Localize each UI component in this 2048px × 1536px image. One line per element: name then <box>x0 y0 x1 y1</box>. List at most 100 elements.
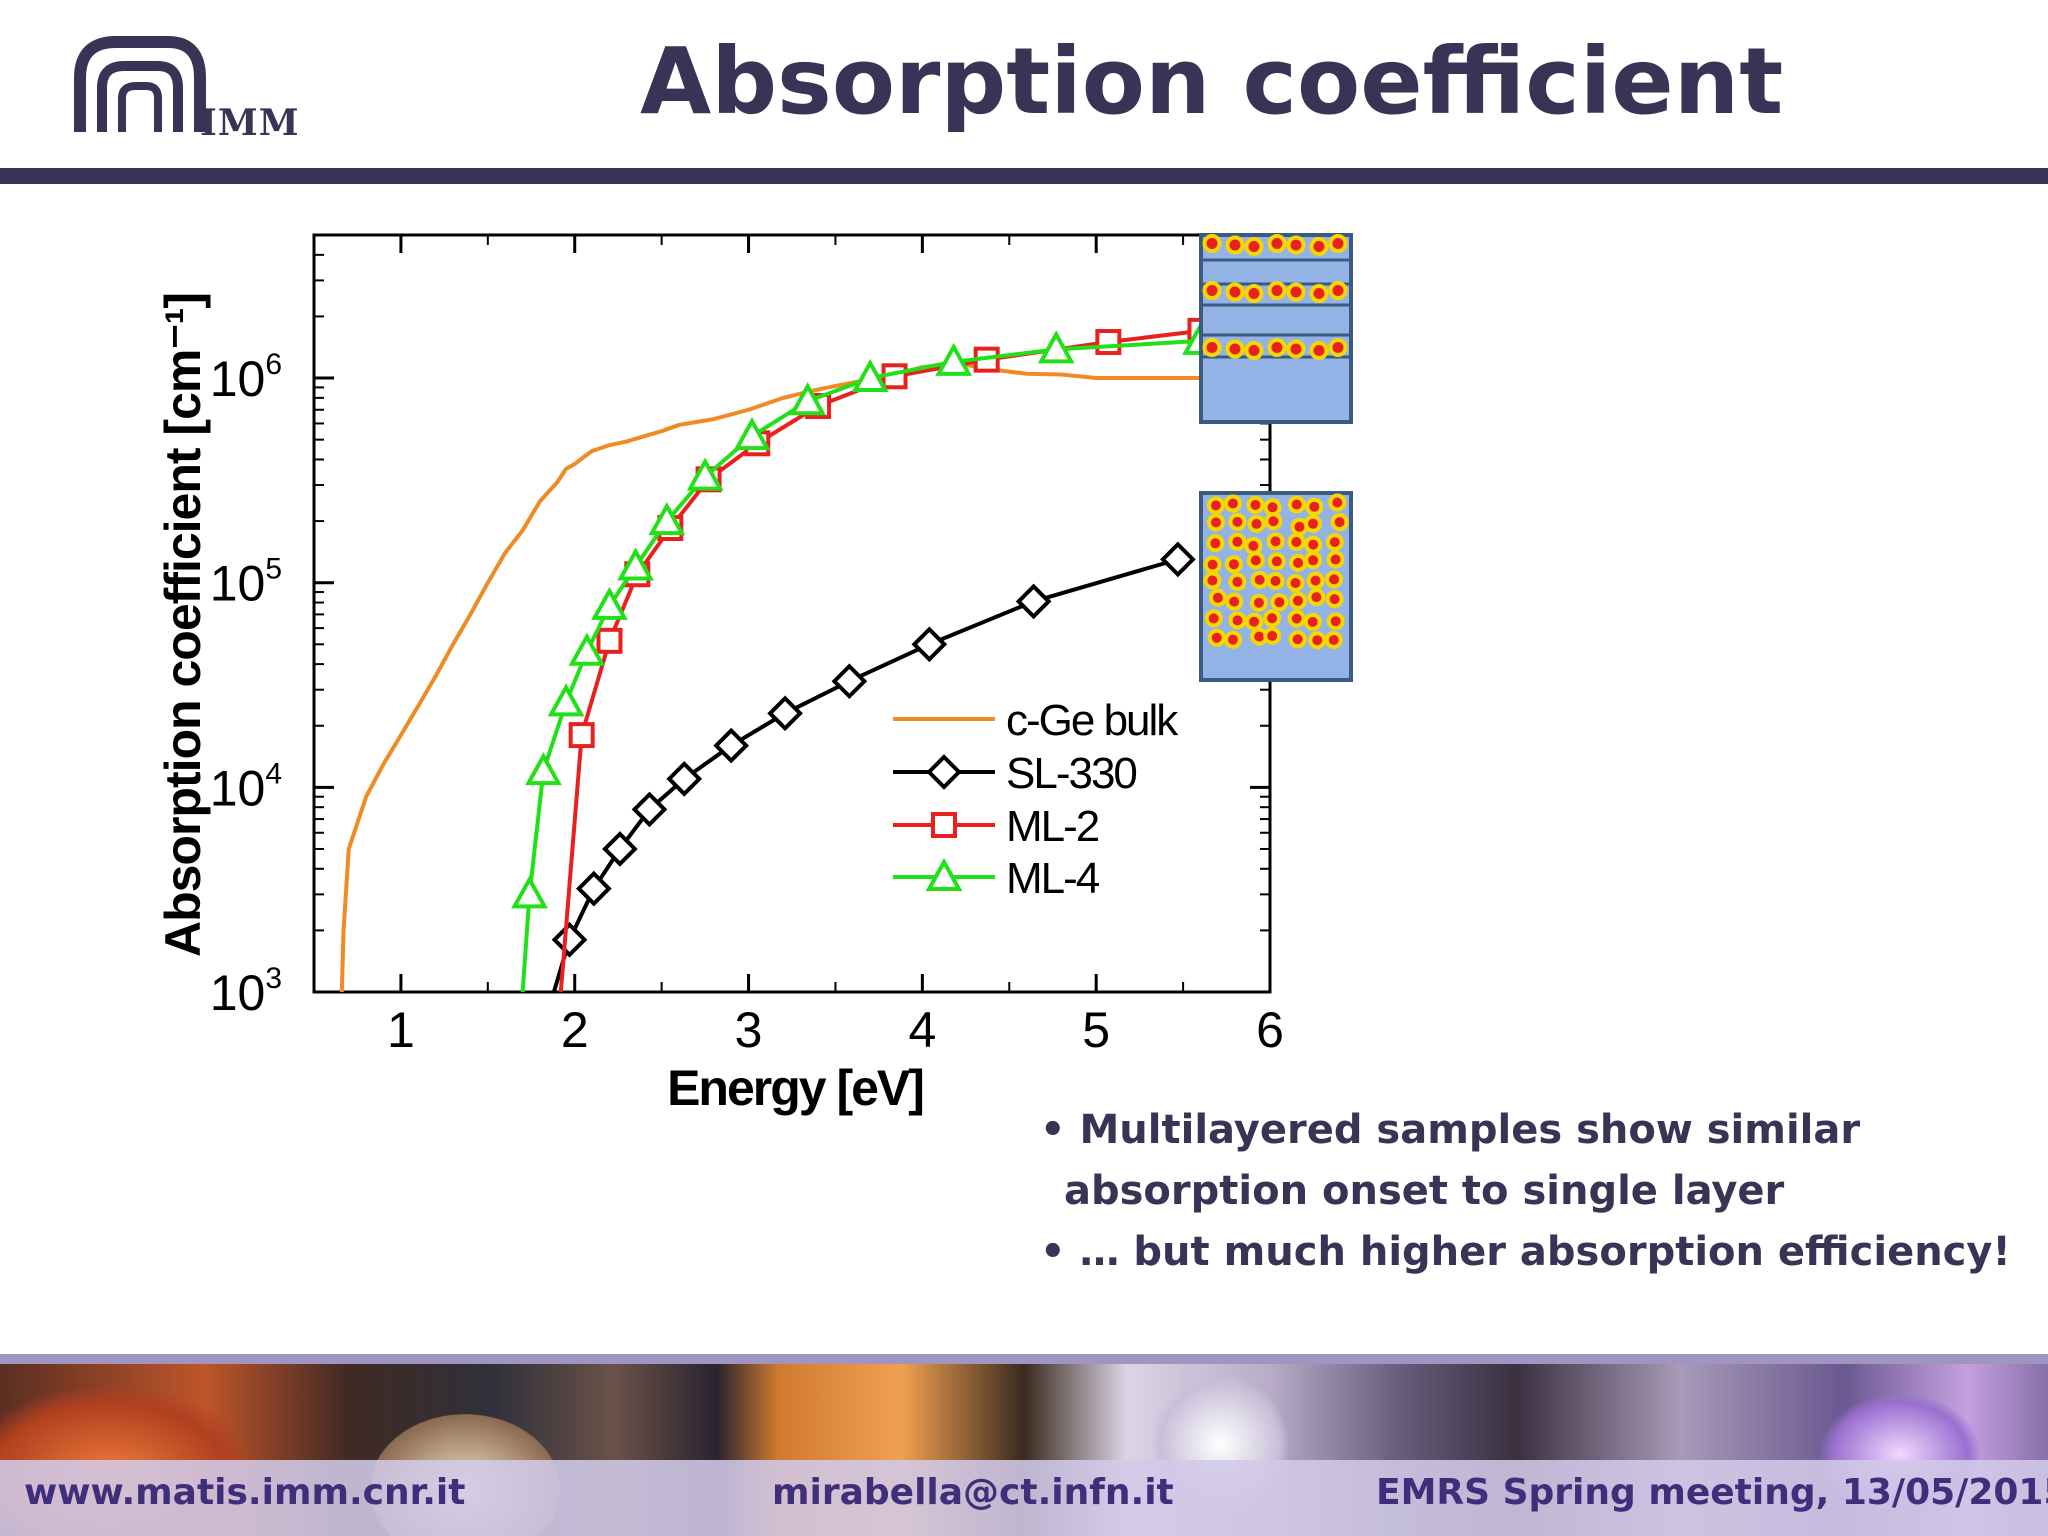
nanoparticle-dot <box>1225 339 1245 359</box>
nanoparticle-dot <box>1244 237 1264 256</box>
nanoparticle-dot <box>1244 536 1263 555</box>
page-title: Absorption coefficient <box>640 28 1784 135</box>
y-tick-exponent: 3 <box>265 962 282 995</box>
data-point-ml-2 <box>568 722 595 749</box>
nanoparticle-dot <box>1325 570 1344 589</box>
nanoparticle-dot <box>1224 555 1243 574</box>
nanoparticle-dot <box>1204 609 1223 628</box>
data-point-ml-2 <box>596 627 623 654</box>
nanoparticle-dot <box>1225 592 1244 611</box>
nanoparticle-dot <box>1306 571 1325 590</box>
bullet-item: • Multilayered samples show similar <box>1040 1107 1861 1153</box>
nanoparticle-dot <box>1326 612 1345 631</box>
legend-label: c-Ge bulk <box>1006 696 1179 745</box>
nanoparticle-dot <box>1267 234 1287 253</box>
multilayer-inset-box <box>1199 233 1353 424</box>
data-point-ml-4 <box>525 752 562 786</box>
series-layer <box>339 317 1219 993</box>
nanoparticle-dot <box>1325 590 1344 609</box>
y-tick-base: 10 <box>210 556 266 612</box>
data-point-ml-4 <box>648 501 686 536</box>
data-point-sl-330 <box>831 663 868 700</box>
nanoparticle-dot <box>1263 498 1282 517</box>
nanoparticle-dot <box>1308 631 1327 650</box>
x-tick-label: 3 <box>735 1002 763 1058</box>
y-tick-label: 106 <box>210 348 282 407</box>
plot-frame <box>312 233 1272 994</box>
data-point-ml-4 <box>547 683 585 717</box>
nanoparticle-dot <box>1228 611 1247 630</box>
footer-email-link[interactable]: mirabella@ct.infn.it <box>772 1472 1174 1513</box>
nanoparticle-dot <box>1244 341 1264 360</box>
nanoparticle-dot <box>1202 281 1222 300</box>
nanoparticle-dot <box>1304 514 1322 533</box>
nanoparticle-dot <box>1286 235 1306 255</box>
y-tick-base: 10 <box>210 351 266 407</box>
nanoparticle-dot <box>1289 591 1307 610</box>
data-point-sl-330 <box>631 791 668 828</box>
nanoparticle-dot <box>1247 514 1266 533</box>
y-tick-base: 10 <box>210 760 266 816</box>
logo-imm-text: IMM <box>200 102 300 144</box>
x-axis-label: Energy [eV] <box>667 1060 923 1116</box>
x-tick-label: 6 <box>1256 1002 1284 1058</box>
data-point-ml-4 <box>686 457 724 491</box>
nanoparticle-dot <box>1266 532 1285 551</box>
nanoparticle-dot <box>1267 281 1287 300</box>
legend-label: ML-4 <box>1006 854 1100 903</box>
nanoparticle-dot <box>1325 533 1344 552</box>
x-tick-label: 2 <box>561 1002 589 1058</box>
single-layer-dots <box>1203 493 1349 650</box>
x-tick-label: 4 <box>908 1002 936 1058</box>
single-layer-inset <box>1199 491 1353 682</box>
data-point-ml-4 <box>617 547 654 581</box>
data-point-sl-330 <box>576 870 612 907</box>
legend-marker <box>925 857 963 891</box>
nanoparticle-dot <box>1228 512 1247 531</box>
data-point-ml-2 <box>1095 329 1122 356</box>
nanoparticle-dot <box>1224 630 1242 649</box>
multilayer-dots <box>1202 234 1348 360</box>
nanoparticle-dot <box>1246 551 1265 570</box>
nanoparticle-dot <box>1289 553 1308 572</box>
nanoparticle-dot <box>1328 493 1347 512</box>
nanoparticle-dot <box>1288 630 1307 649</box>
nanoparticle-dot <box>1286 339 1306 359</box>
legend-label: SL-330 <box>1006 749 1136 798</box>
nanoparticle-dot <box>1207 628 1226 647</box>
nanoparticle-dot <box>1309 237 1329 256</box>
nanoparticle-dot <box>1203 555 1222 574</box>
nanoparticle-dot <box>1245 612 1264 631</box>
nanoparticle-dot <box>1244 284 1264 303</box>
data-point-ml-4 <box>789 382 827 416</box>
footer-website-link[interactable]: www.matis.imm.cnr.it <box>24 1472 466 1513</box>
data-point-ml-4 <box>851 358 889 393</box>
y-tick-label: 105 <box>210 553 282 612</box>
nanoparticle-dot <box>1249 593 1268 612</box>
data-point-sl-330 <box>1015 583 1052 620</box>
data-point-sl-330 <box>911 626 948 663</box>
logo-arc-outer <box>74 36 206 132</box>
y-tick-exponent: 6 <box>265 348 282 381</box>
bullet-item: • … but much higher absorption efficienc… <box>1040 1229 2011 1275</box>
legend-label: ML-2 <box>1006 802 1099 851</box>
bullet-list: • Multilayered samples show similar abso… <box>1040 1100 2020 1283</box>
nanoparticle-dot <box>1326 550 1345 569</box>
logo-arc-inner <box>97 61 183 132</box>
nanoparticle-dot <box>1305 497 1324 516</box>
nanoparticle-dot <box>1225 282 1245 302</box>
nanoparticle-dot <box>1328 281 1348 300</box>
nanoparticle-dot <box>1264 512 1283 531</box>
nanoparticle-dot <box>1270 593 1289 612</box>
nanoparticle-dot <box>1287 495 1306 514</box>
footer-bar <box>0 1460 2048 1536</box>
data-point-ml-4 <box>935 342 973 376</box>
nanoparticle-dot <box>1328 234 1348 253</box>
y-tick-label: 104 <box>210 757 282 816</box>
data-point-sl-330 <box>713 727 749 764</box>
nanoparticle-dot <box>1286 282 1306 302</box>
cnr-logo <box>74 36 206 132</box>
